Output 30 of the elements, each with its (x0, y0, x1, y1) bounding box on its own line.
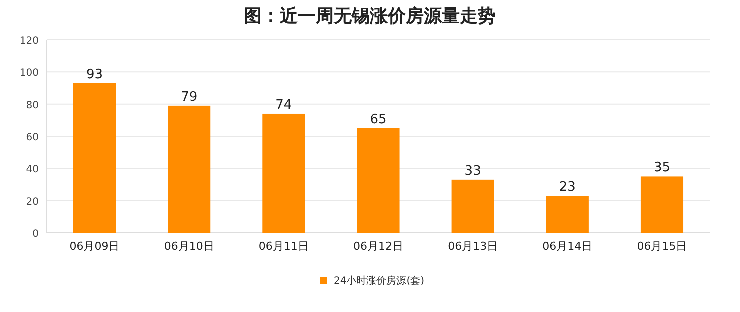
y-tick-label: 20 (26, 196, 39, 208)
y-tick-label: 80 (26, 100, 39, 112)
bar (452, 180, 494, 233)
x-tick-label: 06月10日 (164, 240, 214, 253)
data-label: 65 (370, 112, 387, 128)
x-tick-label: 06月11日 (258, 240, 309, 253)
x-tick-label: 06月09日 (70, 240, 120, 253)
bar (73, 83, 116, 233)
bar (546, 196, 589, 233)
bar (262, 114, 306, 233)
data-label: 79 (181, 90, 198, 105)
x-tick-label: 06月14日 (542, 240, 593, 253)
y-tick-label: 100 (20, 68, 39, 80)
data-label: 23 (559, 180, 576, 196)
bar (640, 176, 684, 233)
legend-label: 24小时涨价房源(套) (334, 275, 425, 287)
bar (357, 128, 400, 233)
x-tick-label: 06月13日 (448, 240, 498, 253)
data-label: 74 (276, 98, 292, 113)
chart-title: 图：近一周无锡涨价房源量走势 (244, 6, 496, 27)
data-label: 93 (86, 67, 104, 82)
y-tick-label: 60 (26, 132, 39, 144)
x-tick-label: 06月12日 (354, 240, 404, 253)
y-tick-label: 120 (20, 36, 39, 47)
y-tick-label: 40 (26, 164, 39, 176)
data-label: 35 (654, 160, 671, 176)
data-label: 33 (464, 164, 482, 179)
x-tick-label: 06月15日 (637, 240, 688, 253)
y-tick-label: 0 (32, 229, 39, 240)
bar (168, 106, 211, 233)
